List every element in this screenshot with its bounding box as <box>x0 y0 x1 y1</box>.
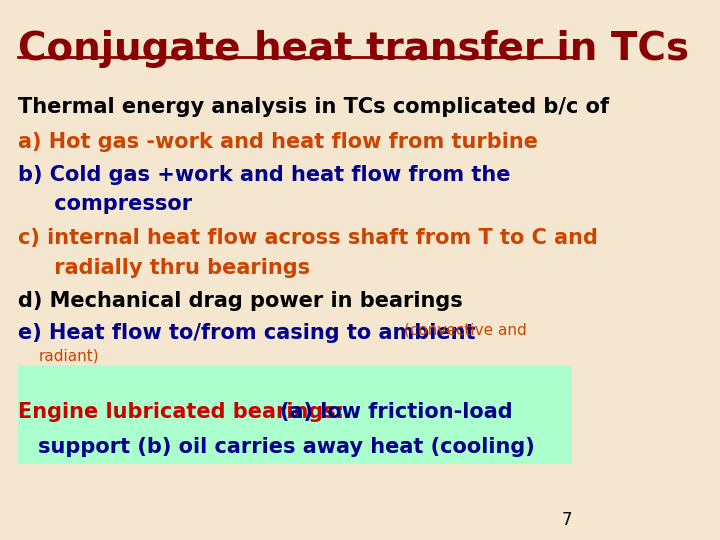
Text: c) internal heat flow across shaft from T to C and: c) internal heat flow across shaft from … <box>18 228 598 248</box>
Text: (a) low friction-load: (a) low friction-load <box>280 402 513 422</box>
Text: compressor: compressor <box>18 194 192 214</box>
Text: radially thru bearings: radially thru bearings <box>18 258 310 278</box>
FancyBboxPatch shape <box>18 364 572 464</box>
Text: Conjugate heat transfer in TCs: Conjugate heat transfer in TCs <box>18 30 689 68</box>
Text: d) Mechanical drag power in bearings: d) Mechanical drag power in bearings <box>18 291 462 310</box>
Text: support (b) oil carries away heat (cooling): support (b) oil carries away heat (cooli… <box>38 437 535 457</box>
Text: 7: 7 <box>562 511 572 529</box>
Text: e) Heat flow to/from casing to ambient: e) Heat flow to/from casing to ambient <box>18 323 475 343</box>
Text: a) Hot gas -work and heat flow from turbine: a) Hot gas -work and heat flow from turb… <box>18 132 538 152</box>
Text: radiant): radiant) <box>38 348 99 363</box>
Text: b) Cold gas +work and heat flow from the: b) Cold gas +work and heat flow from the <box>18 165 510 185</box>
Text: Thermal energy analysis in TCs complicated b/c of: Thermal energy analysis in TCs complicat… <box>18 97 609 117</box>
Text: (convective and: (convective and <box>404 323 527 338</box>
Text: Engine lubricated bearings:: Engine lubricated bearings: <box>18 402 351 422</box>
